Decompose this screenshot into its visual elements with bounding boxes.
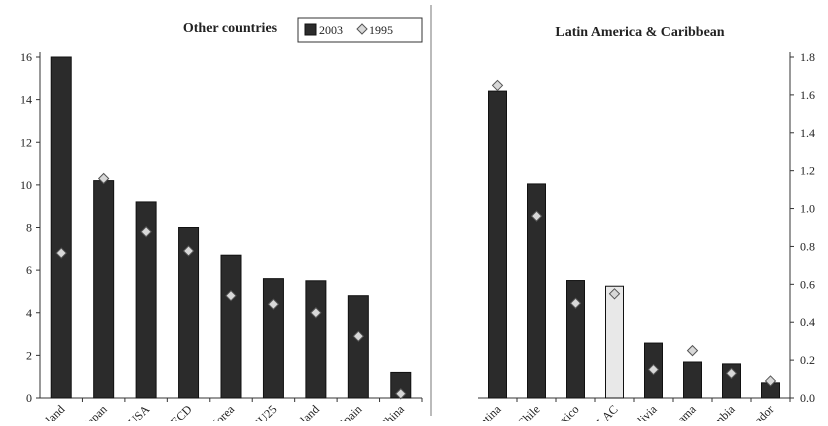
bar-finland (50, 56, 72, 399)
marker-oecd (182, 245, 195, 257)
y-tick-label: 1.8 (800, 50, 815, 64)
bar-japan (93, 180, 115, 399)
y-tick-label: 4 (26, 306, 32, 320)
y-tick-label: 0.4 (800, 315, 815, 329)
bar-eu25 (262, 278, 284, 399)
marker-ecuador (764, 375, 777, 387)
y-tick-label: 0.6 (800, 277, 815, 291)
marker-spain (352, 330, 365, 342)
marker-colombia (725, 367, 738, 380)
x-tick-label: Ireland (288, 402, 322, 421)
bar-spain (347, 295, 369, 399)
bar-korea (220, 254, 242, 399)
y-tick-label: 0 (26, 391, 32, 405)
chart-panel-1: Other countries 0 2 4 6 8 10 12 14 16 Finland Japan… (20, 17, 423, 426)
marker-korea (225, 289, 237, 302)
bar-mexico (566, 280, 585, 399)
chart-panel-2: Latin America & Caribbean 0.0 0.2 0.4 0.6 0.8… (460, 25, 815, 426)
marker-ireland (310, 307, 322, 319)
bar-ireland (305, 280, 327, 399)
y-tick-label: 12 (20, 135, 32, 149)
marker-eu25 (267, 298, 280, 310)
y-tick-label: 10 (20, 178, 32, 192)
marker-lac (608, 288, 621, 300)
marker-panama (686, 344, 699, 357)
bar-argentina (488, 90, 507, 399)
x-tick-label: Finland (32, 402, 68, 421)
x-tick-label: Ecuador (738, 402, 776, 421)
chart-title: Latin America & Caribbean (555, 25, 724, 40)
x-tick-label: Bolivia (625, 402, 660, 421)
bar-chile (527, 183, 546, 399)
bar-lac (605, 285, 624, 399)
y-tick-label: 0.8 (800, 239, 815, 253)
x-tick-label: EU25 (250, 402, 280, 421)
x-tick-label: LAC (594, 402, 621, 421)
legend-swatch-1995 (356, 23, 368, 35)
x-tick-label: Colombia (694, 402, 738, 421)
marker-mexico (569, 297, 582, 309)
legend-swatch-2003 (304, 23, 317, 36)
y-tick-label: 1.2 (800, 164, 815, 178)
x-tick-label: China (377, 402, 408, 421)
y-tick-label: 1.4 (800, 126, 815, 140)
x-tick-label: Spain (335, 402, 364, 421)
marker-finland (55, 247, 67, 259)
x-tick-label: USA (125, 402, 152, 421)
y-tick-label: 1.0 (800, 202, 815, 216)
bar-panama (683, 361, 702, 399)
x-tick-label: Panama (662, 402, 699, 421)
x-tick-label: Argentina (460, 402, 504, 421)
x-tick-label: Mexico (546, 402, 582, 421)
x-tick-label: Chile (514, 402, 542, 421)
y-tick-label: 1.6 (800, 88, 815, 102)
y-tick-label: 6 (26, 263, 32, 277)
marker-argentina (491, 79, 504, 92)
y-tick-label: 16 (20, 50, 32, 64)
x-tick-label: Korea (206, 402, 237, 421)
marker-japan (97, 172, 110, 185)
y-tick-label: 2 (26, 348, 32, 362)
legend-label-1995: 1995 (369, 23, 393, 37)
marker-china (395, 388, 407, 400)
x-tick-label: Japan (81, 402, 110, 421)
marker-chile (530, 210, 543, 222)
y-tick-label: 0.2 (800, 353, 815, 367)
bar-usa (135, 201, 157, 399)
marker-usa (140, 226, 152, 238)
chart-title: Other countries (183, 21, 278, 36)
bar-oecd (178, 227, 200, 399)
y-tick-label: 14 (20, 93, 32, 107)
y-tick-label: 0.0 (800, 391, 815, 405)
marker-bolivia (647, 363, 660, 376)
legend: 2003 1995 (297, 17, 423, 43)
legend-label-2003: 2003 (319, 23, 343, 37)
y-tick-label: 8 (26, 221, 32, 235)
x-tick-label: OECD (162, 402, 195, 421)
